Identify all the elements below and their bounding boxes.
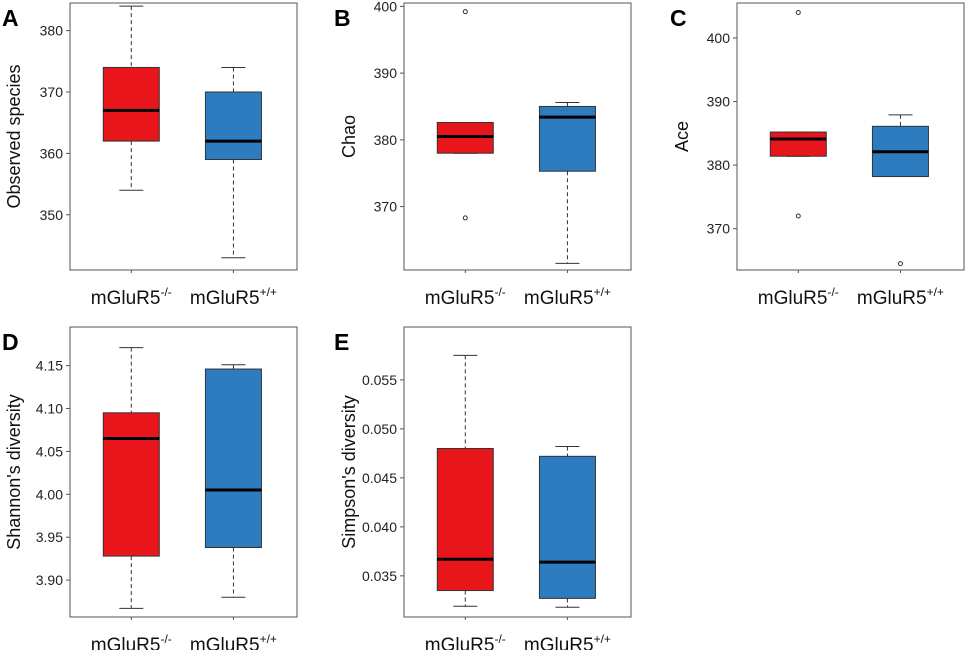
y-tick-label: 380	[40, 23, 64, 39]
y-tick-label: 4.15	[36, 358, 63, 374]
panel-label: D	[2, 329, 19, 355]
x-tick-label-knockout: mGluR5-/-	[758, 285, 839, 309]
panel-e: E Simpson's diversity 0.035 0.040 0.045 0.050…	[334, 326, 632, 650]
plot-frame	[69, 2, 298, 271]
y-tick-label: 4.00	[36, 486, 63, 502]
y-tick-label: 4.10	[36, 401, 63, 417]
box-wildtype	[204, 91, 262, 161]
panel-label: E	[334, 329, 349, 355]
plot-frame	[403, 2, 632, 271]
outlier-point	[462, 9, 468, 15]
y-tick-label: 380	[374, 132, 398, 148]
outlier-point	[795, 10, 801, 16]
plot-frame	[69, 326, 298, 618]
panel-label: C	[670, 5, 687, 31]
panel-b: B Chao 370 380 390 400 mGluR5-/- mGluR5+/+	[334, 0, 632, 309]
y-tick-label: 360	[40, 145, 64, 161]
panel-label: B	[334, 5, 351, 31]
x-tick-label-knockout: mGluR5-/-	[91, 285, 172, 309]
plot-frame	[736, 2, 965, 271]
box-knockout	[769, 131, 827, 157]
y-tick-label: 0.050	[362, 421, 397, 437]
y-tick-label: 0.045	[362, 470, 397, 486]
y-tick-label: 370	[707, 221, 731, 237]
x-tick-label-knockout: mGluR5-/-	[425, 285, 506, 309]
y-tick-label: 370	[374, 199, 398, 215]
box-knockout	[102, 412, 160, 557]
y-axis-label: Chao	[339, 115, 359, 158]
box-wildtype	[204, 368, 262, 549]
outlier-point	[795, 213, 801, 219]
y-tick-label: 400	[707, 30, 731, 46]
y-tick-label: 370	[40, 84, 64, 100]
plot-frame	[403, 326, 632, 618]
x-tick-label-wildtype: mGluR5+/+	[190, 632, 277, 650]
outlier-point	[897, 261, 903, 267]
y-tick-label: 390	[374, 65, 398, 81]
y-axis-label: Shannon's diversity	[4, 394, 24, 550]
y-axis-label: Observed species	[4, 64, 24, 208]
y-axis-label: Ace	[672, 121, 692, 152]
x-tick-label-wildtype: mGluR5+/+	[190, 285, 277, 309]
y-tick-label: 3.90	[36, 572, 63, 588]
y-axis-label: Simpson's diversity	[339, 395, 359, 548]
panel-d: D Shannon's diversity 3.90 3.95 4.00 4.05 4.10…	[2, 326, 298, 650]
y-tick-label: 0.040	[362, 519, 397, 535]
y-tick-label: 380	[707, 157, 731, 173]
x-tick-label-wildtype: mGluR5+/+	[524, 632, 611, 650]
y-tick-label: 3.95	[36, 529, 63, 545]
y-tick-label: 350	[40, 207, 64, 223]
y-tick-label: 390	[707, 94, 731, 110]
x-tick-label-wildtype: mGluR5+/+	[524, 285, 611, 309]
y-tick-label: 4.05	[36, 443, 63, 459]
box-wildtype	[538, 455, 596, 599]
y-tick-label: 400	[374, 0, 398, 14]
y-tick-label: 0.035	[362, 568, 397, 584]
x-tick-label-wildtype: mGluR5+/+	[857, 285, 944, 309]
box-knockout	[102, 66, 160, 142]
x-tick-label-knockout: mGluR5-/-	[425, 632, 506, 650]
y-tick-label: 0.055	[362, 372, 397, 388]
panel-c: C Ace 370 380 390 400 mGluR5-/- mGluR5+/+	[670, 2, 965, 309]
panel-label: A	[2, 5, 19, 31]
outlier-point	[462, 215, 468, 221]
panel-a: A Observed species 350 360 370 380 mGluR5-/- mG…	[2, 2, 298, 309]
x-tick-label-knockout: mGluR5-/-	[91, 632, 172, 650]
box-knockout	[436, 447, 494, 592]
